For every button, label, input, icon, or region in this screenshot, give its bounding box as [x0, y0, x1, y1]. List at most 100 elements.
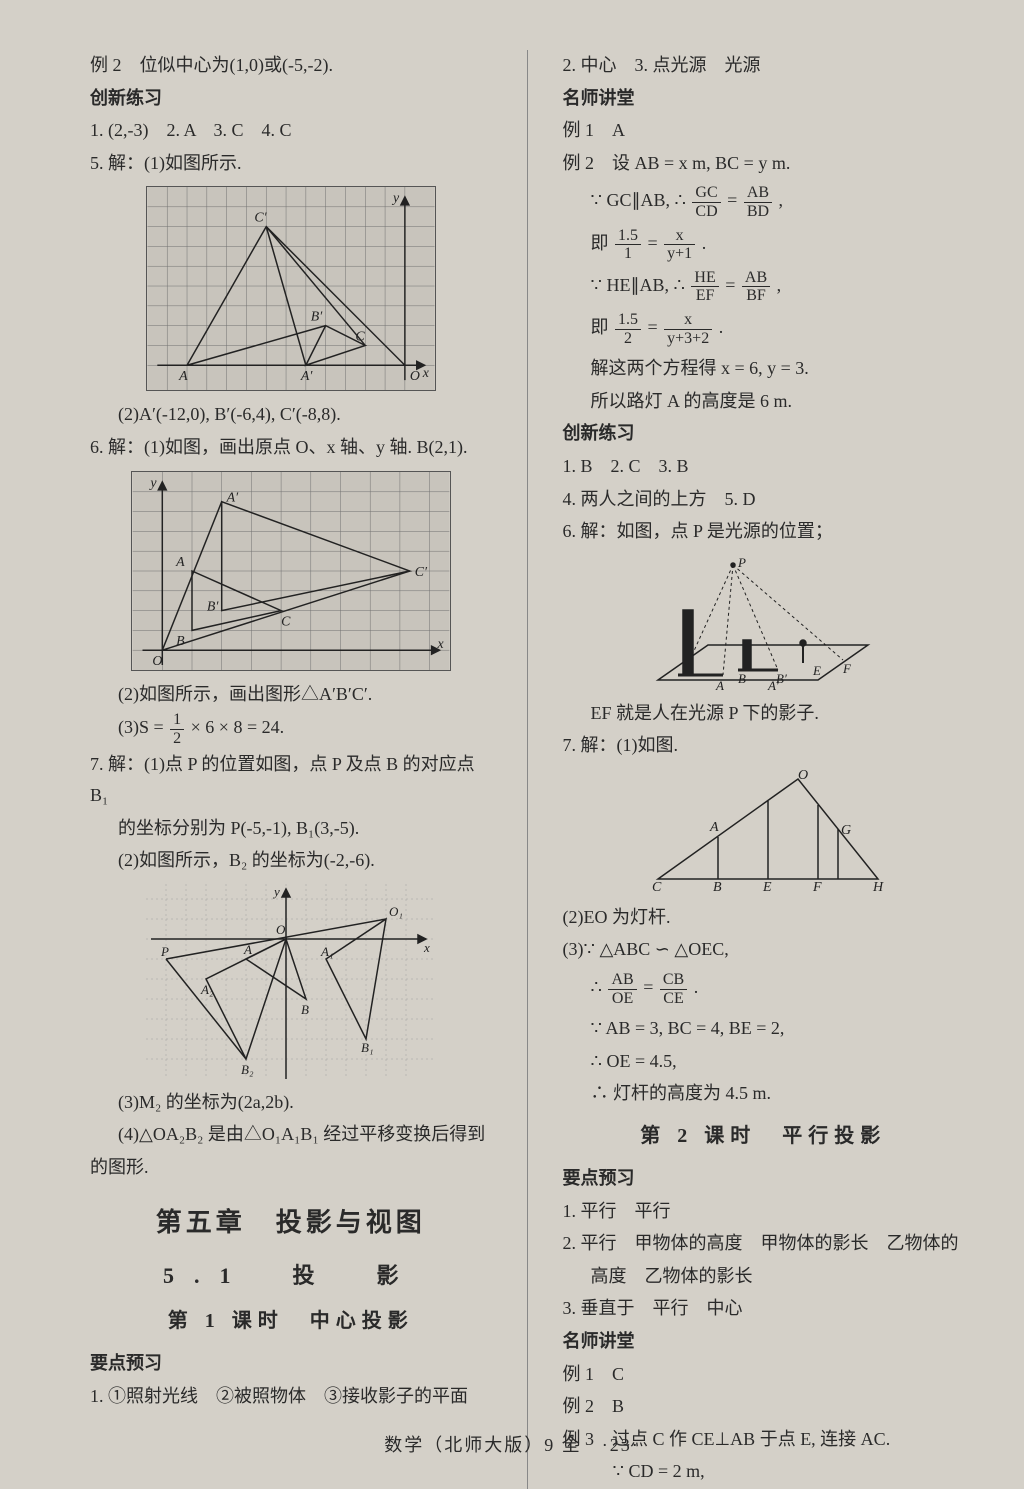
text-line: 6. 解：(1)如图，画出原点 O、x 轴、y 轴. B(2,1).: [90, 432, 492, 463]
figure-grid-1: A A′ B′ C C′ O x y: [146, 186, 436, 391]
text-line: 5. 解：(1)如图所示.: [90, 148, 492, 179]
text-line: 所以路灯 A 的高度是 6 m.: [563, 386, 965, 417]
page-footer: 数学（北师大版）9 全 ·23·: [0, 1431, 1024, 1457]
eq-part: (3)S =: [118, 717, 164, 737]
svg-text:A: A: [243, 942, 252, 957]
svg-text:A₁: A₁: [320, 944, 333, 959]
fraction: 1.52: [615, 311, 641, 347]
text-line: (3)M₂ 的坐标为(2a,2b).: [90, 1087, 492, 1118]
text-line: 2. 平行 甲物体的高度 甲物体的影长 乙物体的: [563, 1228, 965, 1259]
svg-text:P: P: [737, 555, 746, 570]
svg-text:O: O: [410, 368, 420, 383]
svg-text:C: C: [281, 613, 291, 628]
text-line: (2)如图所示，画出图形△A′B′C′.: [90, 679, 492, 710]
figure-grid-2: OABC A′B′C′ xy: [131, 471, 451, 671]
column-divider: [527, 50, 528, 1489]
svg-text:A₂: A₂: [200, 982, 214, 997]
svg-text:O: O: [276, 922, 286, 937]
svg-text:B′: B′: [776, 671, 787, 686]
svg-text:O₁: O₁: [389, 904, 403, 919]
svg-text:A′: A′: [300, 368, 313, 383]
svg-text:C′: C′: [254, 210, 267, 225]
svg-text:A: A: [715, 678, 724, 690]
eq-part: ,: [779, 191, 784, 211]
equation-line: 即 1.52 = xy+3+2 .: [563, 311, 965, 347]
text-line: 例 1 A: [563, 115, 965, 146]
svg-text:x: x: [436, 636, 444, 651]
svg-text:B: B: [301, 1002, 309, 1017]
text-line: ∵ CD = 2 m,: [563, 1456, 965, 1487]
svg-text:C: C: [652, 880, 662, 894]
eq-part: × 6 × 8 = 24.: [191, 717, 284, 737]
text-line: 4. 两人之间的上方 5. D: [563, 484, 965, 515]
fraction: ABBD: [744, 184, 772, 220]
equation-line: ∵ GC∥AB, ∴ GCCD = ABBD ,: [563, 184, 965, 220]
svg-text:E: E: [762, 880, 772, 894]
svg-text:C: C: [355, 329, 365, 344]
lesson-title-2: 第 2 课时 平行投影: [563, 1119, 965, 1153]
text-line: (3)∵ △ABC ∽ △OEC,: [563, 934, 965, 965]
heading-msjt: 名师讲堂: [563, 83, 965, 114]
svg-text:P: P: [160, 944, 169, 959]
text-line: 7. 解：(1)如图.: [563, 730, 965, 761]
text-line: EF 就是人在光源 P 下的影子.: [563, 698, 965, 729]
fraction: 1.51: [615, 227, 641, 263]
text-line: (2)A′(-12,0), B′(-6,4), C′(-8,8).: [90, 399, 492, 430]
text-line: (2)EO 为灯杆.: [563, 902, 965, 933]
svg-text:x: x: [421, 366, 429, 381]
text-line: ∴ OE = 4.5,: [563, 1046, 965, 1077]
eq-part: 即: [591, 317, 609, 337]
svg-text:B₂: B₂: [241, 1062, 254, 1077]
heading-cxlx: 创新练习: [90, 83, 492, 114]
svg-text:F: F: [812, 880, 822, 894]
section-title: 5.1 投 影: [90, 1257, 492, 1294]
equation-line: ∵ HE∥AB, ∴ HEEF = ABBF ,: [563, 269, 965, 305]
svg-text:B₁: B₁: [361, 1040, 373, 1055]
svg-text:B′: B′: [207, 598, 219, 613]
eq-part: .: [702, 233, 707, 253]
text-line: 例 2 位似中心为(1,0)或(-5,-2).: [90, 50, 492, 81]
equation-line: 即 1.51 = xy+1 .: [563, 227, 965, 263]
fraction: HEEF: [691, 269, 718, 305]
lesson-title: 第 1 课时 中心投影: [90, 1304, 492, 1338]
eq-part: 即: [591, 233, 609, 253]
eq-part: .: [719, 317, 724, 337]
eq-part: ∵ HE∥AB, ∴: [591, 275, 685, 295]
svg-text:G: G: [841, 823, 851, 838]
svg-text:E: E: [812, 663, 821, 678]
fraction: 12: [170, 711, 184, 747]
figure-grid-3: POAB A₂B₂ A₁B₁O₁ xy: [146, 884, 436, 1079]
left-column: 例 2 位似中心为(1,0)或(-5,-2). 创新练习 1. (2,-3) 2…: [90, 50, 492, 1489]
svg-text:y: y: [148, 474, 157, 489]
svg-text:B: B: [738, 671, 746, 686]
svg-text:A: A: [178, 368, 188, 383]
svg-text:O: O: [798, 769, 808, 783]
text-line: 2. 中心 3. 点光源 光源: [563, 50, 965, 81]
heading-ydyx: 要点预习: [563, 1163, 965, 1194]
text-line: 3. 垂直于 平行 中心: [563, 1293, 965, 1324]
heading-ydyx: 要点预习: [90, 1348, 492, 1379]
svg-text:B: B: [713, 880, 722, 894]
fraction: GCCD: [692, 184, 720, 220]
svg-text:H: H: [872, 880, 884, 894]
fraction: xy+1: [664, 227, 695, 263]
right-column: 2. 中心 3. 点光源 光源 名师讲堂 例 1 A 例 2 设 AB = x …: [563, 50, 965, 1489]
eq-part: .: [694, 977, 699, 997]
text-line: ∵ AB = 3, BC = 4, BE = 2,: [563, 1013, 965, 1044]
text-line: 6. 解：如图，点 P 是光源的位置；: [563, 516, 965, 547]
text-line: 7. 解：(1)点 P 的位置如图，点 P 及点 B 的对应点 B₁: [90, 749, 492, 810]
svg-text:A: A: [709, 820, 719, 835]
fraction: CBCE: [660, 971, 687, 1007]
heading-msjt: 名师讲堂: [563, 1326, 965, 1357]
eq-part: ∵ GC∥AB, ∴: [591, 191, 686, 211]
fraction: ABBF: [742, 269, 770, 305]
fraction: xy+3+2: [664, 311, 712, 347]
text-line: 1. (2,-3) 2. A 3. C 4. C: [90, 115, 492, 146]
svg-text:B′: B′: [311, 309, 323, 324]
svg-text:C′: C′: [414, 564, 427, 579]
svg-text:y: y: [391, 190, 400, 205]
svg-text:x: x: [423, 940, 430, 955]
text-line: 1. B 2. C 3. B: [563, 451, 965, 482]
svg-text:A′: A′: [225, 489, 238, 504]
fraction: ABOE: [608, 971, 636, 1007]
